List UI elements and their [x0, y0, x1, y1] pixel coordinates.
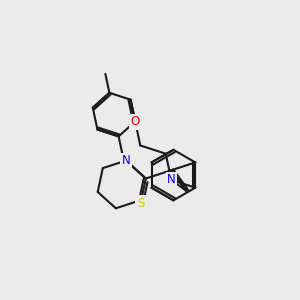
Text: N: N [122, 154, 130, 167]
Text: O: O [131, 116, 140, 128]
Text: N: N [167, 173, 176, 186]
Text: S: S [137, 197, 144, 210]
